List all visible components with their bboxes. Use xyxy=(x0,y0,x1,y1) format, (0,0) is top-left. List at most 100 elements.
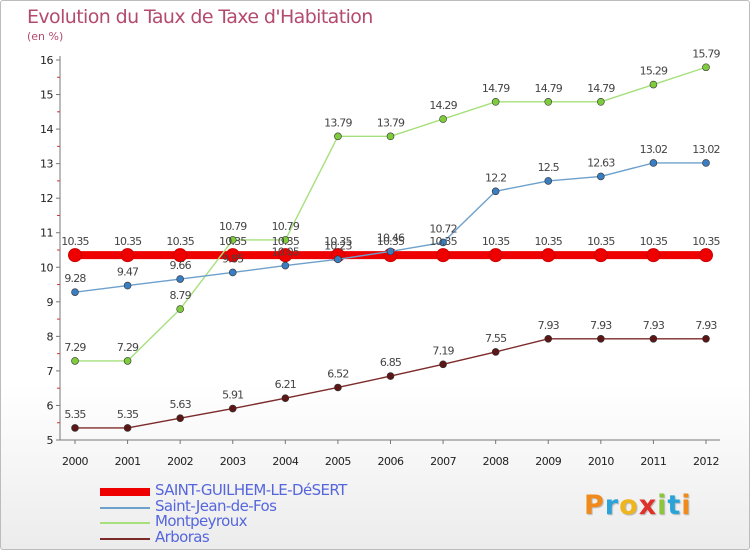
data-point xyxy=(439,238,447,247)
data-label: 5.63 xyxy=(170,398,192,411)
data-point xyxy=(334,255,342,264)
legend-swatch xyxy=(100,522,150,524)
data-label: 6.52 xyxy=(327,367,348,380)
data-label: 14.29 xyxy=(429,99,457,112)
data-label: 13.79 xyxy=(324,116,352,129)
x-tick-label: 2010 xyxy=(588,455,614,468)
data-point xyxy=(597,172,605,181)
data-label: 14.79 xyxy=(587,82,615,95)
data-label: 7.29 xyxy=(117,341,139,354)
series-line-3 xyxy=(75,338,706,429)
data-label: 5.35 xyxy=(64,408,86,421)
data-label: 7.19 xyxy=(432,344,454,357)
data-point xyxy=(334,132,342,141)
x-tick-label: 2011 xyxy=(640,455,666,468)
chart-subtitle: (en %) xyxy=(27,30,64,43)
data-point xyxy=(386,247,395,256)
data-point xyxy=(649,159,658,167)
data-label: 10.35 xyxy=(61,235,89,248)
data-point xyxy=(439,360,447,369)
data-point xyxy=(541,248,556,263)
axes: 5 6 7 8 9 10 11 12 13 14 15 16 2000 2001 2002 2003 2004 2… xyxy=(40,54,720,468)
data-point xyxy=(699,248,713,263)
data-label: 5.35 xyxy=(117,408,139,421)
series-line-1 xyxy=(74,162,706,293)
x-tick-label: 2004 xyxy=(272,455,298,468)
data-label: 10.72 xyxy=(429,222,457,235)
x-tick-label: 2001 xyxy=(115,455,141,468)
data-point xyxy=(71,424,79,432)
data-point xyxy=(68,248,82,263)
data-label: 10.35 xyxy=(114,235,142,248)
data-label: 10.05 xyxy=(272,246,300,259)
data-point xyxy=(386,372,395,380)
data-point xyxy=(488,248,503,263)
data-point xyxy=(228,404,237,413)
y-tick-label: 7 xyxy=(47,365,54,378)
y-tick-label: 9 xyxy=(47,296,54,309)
data-point xyxy=(649,80,658,89)
data-label: 10.79 xyxy=(272,220,300,233)
data-point xyxy=(649,334,658,343)
data-label: 7.93 xyxy=(695,319,717,332)
data-point xyxy=(120,248,135,263)
data-point xyxy=(281,236,290,244)
x-tick-label: 2008 xyxy=(483,455,509,468)
data-label: 13.02 xyxy=(692,143,720,156)
data-label: 7.93 xyxy=(538,319,560,332)
legend-label: Arboras xyxy=(155,527,210,546)
x-tick-label: 2003 xyxy=(220,455,246,468)
y-tick-label: 5 xyxy=(47,434,54,447)
y-tick-label: 12 xyxy=(40,192,53,205)
data-point xyxy=(176,305,184,313)
data-label: 8.79 xyxy=(170,289,192,302)
legend-label: Montpeyroux xyxy=(155,512,248,530)
data-label: 14.79 xyxy=(482,82,510,95)
data-point xyxy=(123,281,132,290)
x-tick-label: 2007 xyxy=(430,455,456,468)
data-point xyxy=(491,187,500,196)
data-label: 10.35 xyxy=(324,235,352,248)
y-tick-label: 11 xyxy=(40,227,53,240)
data-point xyxy=(491,98,500,106)
legend-swatch xyxy=(100,488,150,496)
data-label: 13.02 xyxy=(640,143,668,156)
x-tick-label: 2005 xyxy=(325,455,351,468)
data-point xyxy=(702,334,710,343)
x-tick-label: 2002 xyxy=(167,455,193,468)
data-label: 10.35 xyxy=(587,235,615,248)
legend-swatch xyxy=(100,506,150,509)
data-label: 10.35 xyxy=(377,235,405,248)
data-point xyxy=(123,424,132,432)
data-point xyxy=(597,334,605,343)
x-tick-label: 2000 xyxy=(62,455,88,468)
data-point xyxy=(646,248,661,263)
data-label: 9.66 xyxy=(170,259,192,272)
data-point xyxy=(702,63,710,72)
data-label: 7.29 xyxy=(64,341,86,354)
data-point xyxy=(71,288,79,296)
data-point xyxy=(544,98,553,106)
data-point xyxy=(439,115,447,123)
data-point xyxy=(228,236,237,244)
x-tick-label: 2006 xyxy=(378,455,404,468)
data-point xyxy=(334,383,342,392)
data-label: 10.35 xyxy=(166,235,194,248)
data-label: 10.35 xyxy=(272,235,300,248)
y-tick-label: 14 xyxy=(40,123,53,136)
proxiti-logo: Proxiti xyxy=(584,490,692,521)
data-label: 9.28 xyxy=(64,272,86,285)
data-label: 10.23 xyxy=(324,239,352,252)
data-point xyxy=(71,357,79,365)
data-label: 6.21 xyxy=(275,378,296,391)
data-point xyxy=(593,248,608,263)
data-label: 10.35 xyxy=(640,235,668,248)
data-point xyxy=(176,414,184,423)
data-point xyxy=(225,248,240,263)
legend-label: SAINT-GUILHEM-LE-DéSERT xyxy=(155,481,347,499)
legend-swatch xyxy=(100,537,150,540)
data-point xyxy=(228,268,237,277)
data-label: 10.35 xyxy=(219,235,247,248)
